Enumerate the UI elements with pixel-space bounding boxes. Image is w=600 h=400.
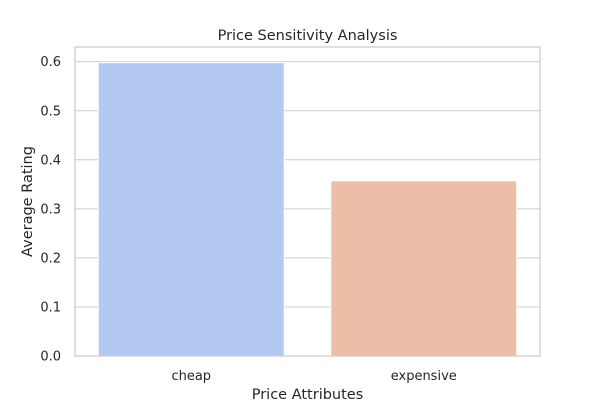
y-tick-label: 0.0 bbox=[40, 350, 61, 365]
y-tick-label: 0.6 bbox=[40, 55, 61, 70]
bar-cheap bbox=[97, 62, 285, 357]
y-tick-label: 0.4 bbox=[40, 153, 61, 168]
y-tick-label: 0.3 bbox=[40, 202, 61, 217]
y-tick-label: 0.2 bbox=[40, 251, 61, 266]
y-tick-labels: 0.0 0.1 0.2 0.3 0.4 0.5 0.6 bbox=[40, 55, 61, 364]
plot-frame bbox=[74, 46, 541, 357]
x-tick-label: expensive bbox=[391, 369, 457, 384]
y-axis-label: Average Rating bbox=[20, 146, 36, 257]
x-axis-label: Price Attributes bbox=[252, 387, 364, 400]
bar-expensive bbox=[330, 180, 518, 357]
x-tick-labels: cheap expensive bbox=[171, 369, 456, 384]
x-tick-label: cheap bbox=[171, 369, 211, 384]
chart-title: Price Sensitivity Analysis bbox=[218, 28, 398, 44]
y-tick-label: 0.1 bbox=[40, 300, 61, 315]
y-tick-label: 0.5 bbox=[40, 104, 61, 119]
